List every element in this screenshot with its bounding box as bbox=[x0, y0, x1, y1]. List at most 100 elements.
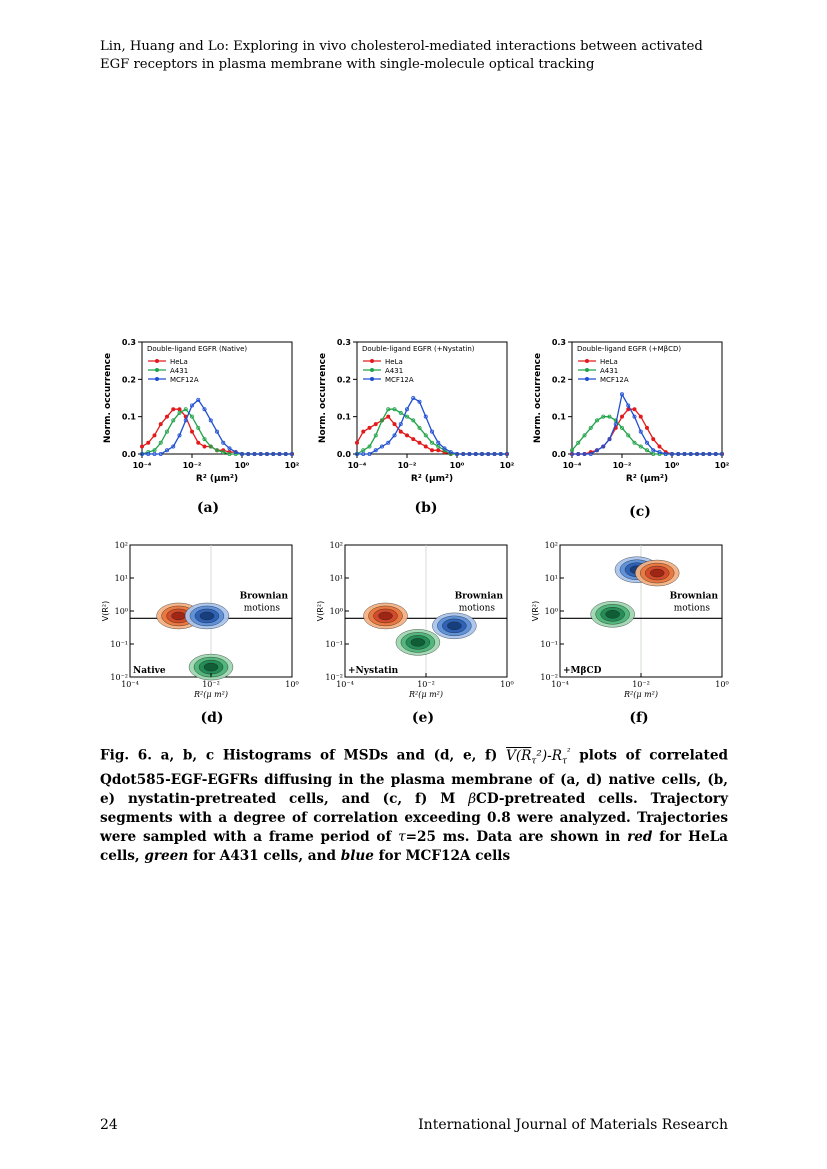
data-point-mcf12a bbox=[479, 452, 484, 457]
data-point-mcf12a bbox=[701, 452, 706, 457]
data-point-mcf12a bbox=[202, 407, 207, 412]
panel-label-e: (e) bbox=[411, 710, 435, 726]
data-point-mcf12a bbox=[454, 452, 459, 457]
page-number: 24 bbox=[100, 1117, 118, 1133]
data-point-mcf12a bbox=[657, 450, 662, 455]
y-tick-label: 10⁻¹ bbox=[540, 640, 558, 649]
contour-panel-d: 10⁻² 10⁻¹ 10⁰ 10¹ 10² 10⁻⁴ 10⁻² 10⁰ V(R²) R²(μ m²… bbox=[100, 535, 305, 703]
data-point-a431 bbox=[208, 444, 213, 449]
data-point-mcf12a bbox=[632, 414, 637, 419]
data-point-hela bbox=[392, 422, 397, 427]
y-tick-label: 0.0 bbox=[552, 450, 567, 459]
y-tick-label: 0.3 bbox=[122, 338, 136, 347]
histogram-title: Double-ligand EGFR (Native) bbox=[147, 345, 247, 353]
data-point-hela bbox=[386, 414, 391, 419]
data-point-mcf12a bbox=[405, 407, 410, 412]
y-tick-label: 10⁻² bbox=[540, 673, 558, 682]
data-point-hela bbox=[405, 433, 410, 438]
y-tick-label: 0.3 bbox=[337, 338, 351, 347]
plot-frame bbox=[141, 341, 293, 455]
data-point-hela bbox=[398, 429, 403, 434]
x-tick-label: 10⁻² bbox=[202, 680, 220, 689]
data-point-mcf12a bbox=[398, 422, 403, 427]
caption-math1: V(R bbox=[506, 747, 532, 764]
data-point-mcf12a bbox=[713, 452, 718, 457]
data-point-mcf12a bbox=[392, 433, 397, 438]
caption-red: red bbox=[627, 829, 653, 846]
legend-marker-a431 bbox=[155, 368, 159, 372]
data-point-mcf12a bbox=[682, 452, 687, 457]
condition-label: +MβCD bbox=[563, 666, 602, 676]
contour-blob-hela bbox=[171, 611, 186, 621]
caption-blue: blue bbox=[340, 848, 374, 865]
data-point-a431 bbox=[373, 433, 378, 438]
data-point-mcf12a bbox=[620, 392, 625, 397]
caption-math5: ² bbox=[566, 747, 571, 757]
y-tick-label: 0.0 bbox=[337, 450, 352, 459]
x-tick-label: 10⁰ bbox=[235, 461, 250, 470]
data-point-hela bbox=[202, 444, 207, 449]
contour-panel-f: 10⁻² 10⁻¹ 10⁰ 10¹ 10² 10⁻⁴ 10⁻² 10⁰ V(R²) R²(μ m²… bbox=[530, 535, 735, 703]
data-point-a431 bbox=[607, 414, 612, 419]
data-point-mcf12a bbox=[576, 452, 581, 457]
data-point-mcf12a bbox=[373, 448, 378, 453]
brownian-label-line2: motions bbox=[459, 603, 496, 613]
series-line-mcf12a bbox=[572, 392, 722, 455]
x-tick-label: 10⁻² bbox=[183, 461, 202, 470]
x-axis-label: R²(μ m²) bbox=[623, 690, 658, 699]
figure-6: 0.0 0.1 0.2 0.3 10⁻⁴ 10⁻² 10⁰ 10² Norm. occurren… bbox=[100, 330, 740, 735]
data-point-mcf12a bbox=[473, 452, 478, 457]
contour-blob-hela bbox=[378, 611, 393, 621]
contour-blob-mcf12a bbox=[447, 621, 462, 631]
caption-math3: ²)-R bbox=[536, 747, 562, 764]
legend-marker-hela bbox=[585, 359, 589, 363]
caption-beta: β bbox=[468, 791, 477, 808]
x-tick-label: 10⁻⁴ bbox=[551, 680, 569, 689]
data-point-a431 bbox=[632, 440, 637, 445]
data-point-hela bbox=[140, 444, 145, 449]
data-point-mcf12a bbox=[719, 452, 724, 457]
data-point-a431 bbox=[588, 425, 593, 430]
data-point-a431 bbox=[380, 418, 385, 423]
data-point-hela bbox=[158, 422, 163, 427]
y-tick-label: 10¹ bbox=[115, 574, 128, 583]
legend-marker-mcf12a bbox=[585, 377, 589, 381]
legend-label-mcf12a: MCF12A bbox=[385, 376, 414, 384]
y-tick-label: 10⁻¹ bbox=[325, 640, 343, 649]
data-point-mcf12a bbox=[361, 452, 366, 457]
data-point-hela bbox=[196, 440, 201, 445]
data-point-mcf12a bbox=[651, 448, 656, 453]
brownian-label-line2: motions bbox=[674, 603, 711, 613]
legend-marker-a431 bbox=[585, 368, 589, 372]
data-point-mcf12a bbox=[486, 452, 491, 457]
y-tick-label: 0.3 bbox=[552, 338, 566, 347]
x-axis-label: R² (μm²) bbox=[626, 474, 668, 484]
y-tick-label: 10² bbox=[330, 541, 343, 550]
data-point-hela bbox=[373, 422, 378, 427]
data-point-mcf12a bbox=[467, 452, 472, 457]
data-point-mcf12a bbox=[208, 418, 213, 423]
legend-label-hela: HeLa bbox=[600, 358, 618, 366]
data-point-hela bbox=[355, 440, 360, 445]
y-axis-label: Norm. occurrence bbox=[318, 353, 328, 443]
caption-part4: =25 ms. Data are shown in bbox=[405, 829, 628, 846]
histogram-title: Double-ligand EGFR (+MβCD) bbox=[577, 345, 681, 353]
data-point-hela bbox=[152, 433, 157, 438]
contour-blob-a431 bbox=[410, 638, 426, 647]
x-tick-label: 10² bbox=[500, 461, 515, 470]
y-axis-label: Norm. occurrence bbox=[533, 353, 543, 443]
data-point-hela bbox=[165, 414, 170, 419]
legend-marker-hela bbox=[370, 359, 374, 363]
data-point-mcf12a bbox=[645, 440, 650, 445]
data-point-mcf12a bbox=[158, 452, 163, 457]
x-axis-label: R²(μ m²) bbox=[193, 690, 228, 699]
data-point-mcf12a bbox=[165, 448, 170, 453]
data-point-hela bbox=[638, 414, 643, 419]
data-point-a431 bbox=[417, 425, 422, 430]
brownian-label-line1: Brownian bbox=[455, 591, 504, 601]
plot-frame bbox=[571, 341, 723, 455]
series-line-mcf12a bbox=[142, 398, 292, 455]
x-tick-label: 10⁻⁴ bbox=[121, 680, 139, 689]
y-tick-label: 10² bbox=[545, 541, 558, 550]
data-point-mcf12a bbox=[152, 452, 157, 457]
